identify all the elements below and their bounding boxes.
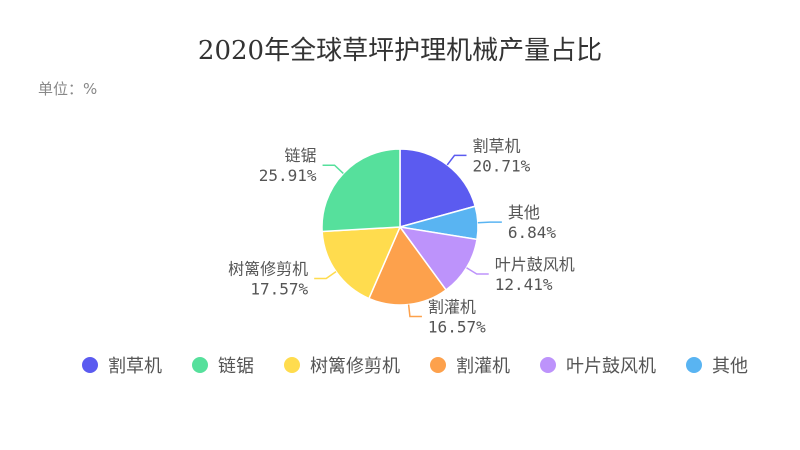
legend-marker-mower (82, 357, 98, 373)
legend-label-other: 其他 (712, 356, 748, 377)
slice-value-label-mower: 20.71% (473, 156, 531, 175)
slice-name-label-hedge-trimmer: 树篱修剪机 (228, 259, 308, 278)
chart-title: 2020年全球草坪护理机械产量占比 (197, 36, 603, 66)
legend-marker-chainsaw (192, 357, 208, 373)
legend-item-brush-cutter[interactable]: 割灌机 (430, 352, 510, 378)
leader-line-other (477, 221, 502, 224)
leader-line-hedge-trimmer (314, 271, 337, 280)
legend-label-brush-cutter: 割灌机 (456, 356, 510, 377)
legend-label-chainsaw: 链锯 (218, 356, 254, 377)
legend-item-hedge-trimmer[interactable]: 树篱修剪机 (284, 352, 400, 378)
unit-label: 单位：% (38, 80, 98, 98)
legend-item-leaf-blower[interactable]: 叶片鼓风机 (540, 352, 656, 378)
legend-label-mower: 割草机 (108, 356, 162, 377)
slice-name-label-brush-cutter: 割灌机 (428, 297, 476, 316)
leader-line-mower (446, 154, 467, 166)
legend-marker-other (686, 357, 702, 373)
legend-marker-leaf-blower (540, 357, 556, 373)
legend-marker-hedge-trimmer (284, 357, 300, 373)
legend-label-leaf-blower: 叶片鼓风机 (566, 356, 656, 377)
legend: 割草机 链锯 树篱修剪机 割灌机 叶片鼓风机 其他 (82, 352, 762, 378)
slice-value-label-other: 6.84% (508, 223, 557, 242)
pie-slice-chainsaw[interactable] (321, 148, 401, 233)
leader-line-brush-cutter (407, 304, 422, 318)
slice-name-label-chainsaw: 链锯 (285, 146, 317, 165)
legend-item-mower[interactable]: 割草机 (82, 352, 162, 378)
legend-item-other[interactable]: 其他 (686, 352, 748, 378)
slice-name-label-leaf-blower: 叶片鼓风机 (495, 255, 575, 274)
pie-slice-leaf-blower[interactable] (398, 225, 478, 292)
leader-line-leaf-blower (466, 267, 489, 275)
leader-line-chainsaw (322, 164, 344, 174)
slice-value-label-leaf-blower: 12.41% (495, 275, 553, 294)
pie-slice-hedge-trimmer[interactable] (321, 226, 402, 300)
legend-item-chainsaw[interactable]: 链锯 (192, 352, 254, 378)
slice-value-label-hedge-trimmer: 17.57% (250, 279, 308, 298)
slice-value-label-brush-cutter: 16.57% (428, 317, 486, 336)
slice-value-label-chainsaw: 25.91% (259, 166, 317, 185)
slice-name-label-other: 其他 (508, 203, 540, 222)
pie-slice-brush-cutter[interactable] (367, 225, 448, 306)
legend-label-hedge-trimmer: 树篱修剪机 (310, 356, 400, 377)
slice-name-label-mower: 割草机 (473, 136, 521, 155)
legend-marker-brush-cutter (430, 357, 446, 373)
